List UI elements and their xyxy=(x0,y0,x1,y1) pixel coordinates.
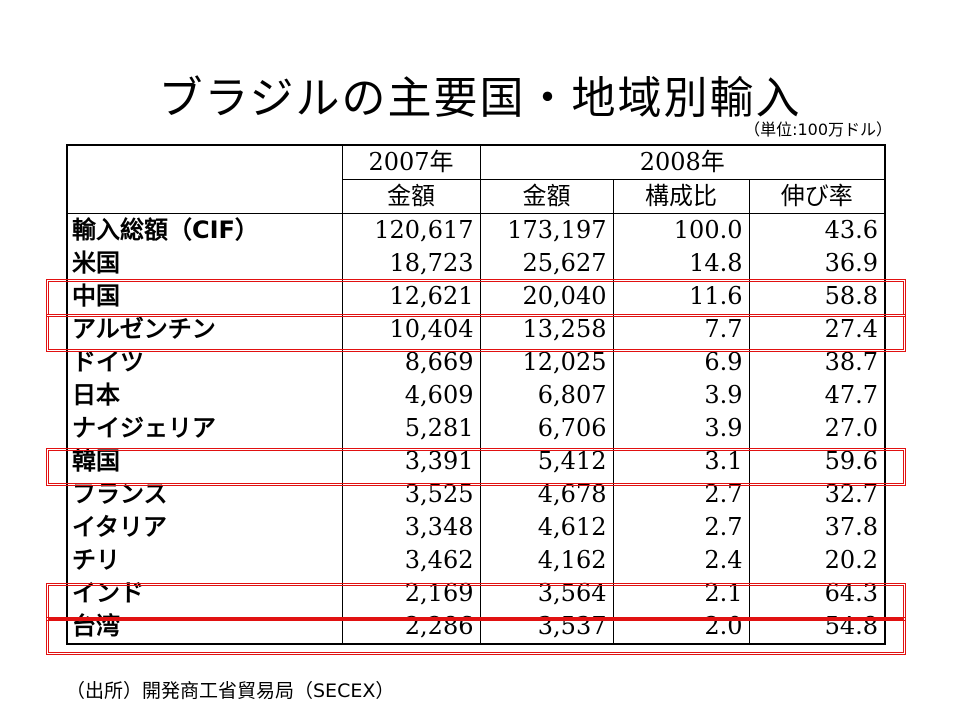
value-2007: 10,404 xyxy=(341,313,481,346)
value-2008: 6,706 xyxy=(479,412,614,445)
table-row: 米国 18,723 25,627 14.8 36.9 xyxy=(66,247,886,280)
value-2007: 12,621 xyxy=(341,280,481,313)
source-note: （出所）開発商工省貿易局（SECEX） xyxy=(66,680,395,702)
value-2007: 18,723 xyxy=(341,247,481,280)
share-value: 6.9 xyxy=(612,346,750,379)
import-table: 2007年 2008年 金額 金額 構成比 伸び率 輸入総額（CIF） 120,… xyxy=(66,144,887,645)
header-year-2008: 2008年 xyxy=(479,145,886,180)
value-2008: 5,412 xyxy=(479,445,614,478)
growth-value: 59.6 xyxy=(748,445,886,478)
value-2007: 3,348 xyxy=(341,511,481,544)
header-amount-2008: 金額 xyxy=(479,179,614,214)
country-name: 韓国 xyxy=(66,445,343,478)
value-2007: 8,669 xyxy=(341,346,481,379)
growth-value: 32.7 xyxy=(748,478,886,511)
value-2007: 2,286 xyxy=(341,610,481,644)
value-2008: 20,040 xyxy=(479,280,614,313)
share-value: 2.0 xyxy=(612,610,750,644)
value-2008: 173,197 xyxy=(479,213,614,247)
table-row: ナイジェリア 5,281 6,706 3.9 27.0 xyxy=(66,412,886,445)
growth-value: 36.9 xyxy=(748,247,886,280)
header-row-years: 2007年 2008年 xyxy=(66,145,886,214)
value-2008: 4,162 xyxy=(479,544,614,577)
share-value: 2.7 xyxy=(612,478,750,511)
header-year-2007: 2007年 xyxy=(341,145,481,180)
growth-value: 43.6 xyxy=(748,213,886,247)
growth-value: 64.3 xyxy=(748,577,886,610)
country-name: 輸入総額（CIF） xyxy=(66,213,343,247)
value-2007: 3,525 xyxy=(341,478,481,511)
header-growth: 伸び率 xyxy=(748,179,886,214)
share-value: 100.0 xyxy=(612,213,750,247)
value-2007: 2,169 xyxy=(341,577,481,610)
growth-value: 38.7 xyxy=(748,346,886,379)
share-value: 11.6 xyxy=(612,280,750,313)
table-row: 輸入総額（CIF） 120,617 173,197 100.0 43.6 xyxy=(66,213,886,247)
share-value: 3.1 xyxy=(612,445,750,478)
value-2008: 13,258 xyxy=(479,313,614,346)
value-2007: 4,609 xyxy=(341,379,481,412)
country-name: 日本 xyxy=(66,379,343,412)
header-row-columns: 金額 金額 構成比 伸び率 xyxy=(67,179,886,214)
value-2007: 3,462 xyxy=(341,544,481,577)
value-2008: 4,612 xyxy=(479,511,614,544)
country-name: ナイジェリア xyxy=(66,412,343,445)
value-2008: 25,627 xyxy=(479,247,614,280)
header-empty-cell xyxy=(66,145,343,214)
share-value: 7.7 xyxy=(612,313,750,346)
growth-value: 27.0 xyxy=(748,412,886,445)
table-row: ドイツ 8,669 12,025 6.9 38.7 xyxy=(66,346,886,379)
value-2008: 6,807 xyxy=(479,379,614,412)
table-row: アルゼンチン 10,404 13,258 7.7 27.4 xyxy=(66,313,886,346)
share-value: 2.4 xyxy=(612,544,750,577)
table-row: 日本 4,609 6,807 3.9 47.7 xyxy=(66,379,886,412)
value-2007: 120,617 xyxy=(341,213,481,247)
growth-value: 27.4 xyxy=(748,313,886,346)
header-share: 構成比 xyxy=(612,179,750,214)
share-value: 14.8 xyxy=(612,247,750,280)
growth-value: 47.7 xyxy=(748,379,886,412)
country-name: 台湾 xyxy=(66,610,343,644)
country-name: インド xyxy=(66,577,343,610)
page-title: ブラジルの主要国・地域別輸入 xyxy=(158,73,802,124)
table-row: チリ 3,462 4,162 2.4 20.2 xyxy=(66,544,886,577)
table-row: インド 2,169 3,564 2.1 64.3 xyxy=(66,577,886,610)
country-name: 米国 xyxy=(66,247,343,280)
table-row: 中国 12,621 20,040 11.6 58.8 xyxy=(66,280,886,313)
country-name: イタリア xyxy=(66,511,343,544)
share-value: 2.7 xyxy=(612,511,750,544)
table-row: 韓国 3,391 5,412 3.1 59.6 xyxy=(66,445,886,478)
table-row: フランス 3,525 4,678 2.7 32.7 xyxy=(66,478,886,511)
country-name: フランス xyxy=(66,478,343,511)
value-2008: 4,678 xyxy=(479,478,614,511)
country-name: チリ xyxy=(66,544,343,577)
country-name: ドイツ xyxy=(66,346,343,379)
unit-note: （単位:100万ドル） xyxy=(744,120,892,139)
table-row: イタリア 3,348 4,612 2.7 37.8 xyxy=(66,511,886,544)
country-name: アルゼンチン xyxy=(66,313,343,346)
growth-value: 54.8 xyxy=(748,610,886,644)
value-2007: 5,281 xyxy=(341,412,481,445)
share-value: 3.9 xyxy=(612,412,750,445)
value-2008: 3,564 xyxy=(479,577,614,610)
table-row: 台湾 2,286 3,537 2.0 54.8 xyxy=(66,610,886,644)
growth-value: 37.8 xyxy=(748,511,886,544)
share-value: 2.1 xyxy=(612,577,750,610)
value-2007: 3,391 xyxy=(341,445,481,478)
country-name: 中国 xyxy=(66,280,343,313)
growth-value: 20.2 xyxy=(748,544,886,577)
growth-value: 58.8 xyxy=(748,280,886,313)
value-2008: 12,025 xyxy=(479,346,614,379)
value-2008: 3,537 xyxy=(479,610,614,644)
share-value: 3.9 xyxy=(612,379,750,412)
header-amount-2007: 金額 xyxy=(341,179,481,214)
